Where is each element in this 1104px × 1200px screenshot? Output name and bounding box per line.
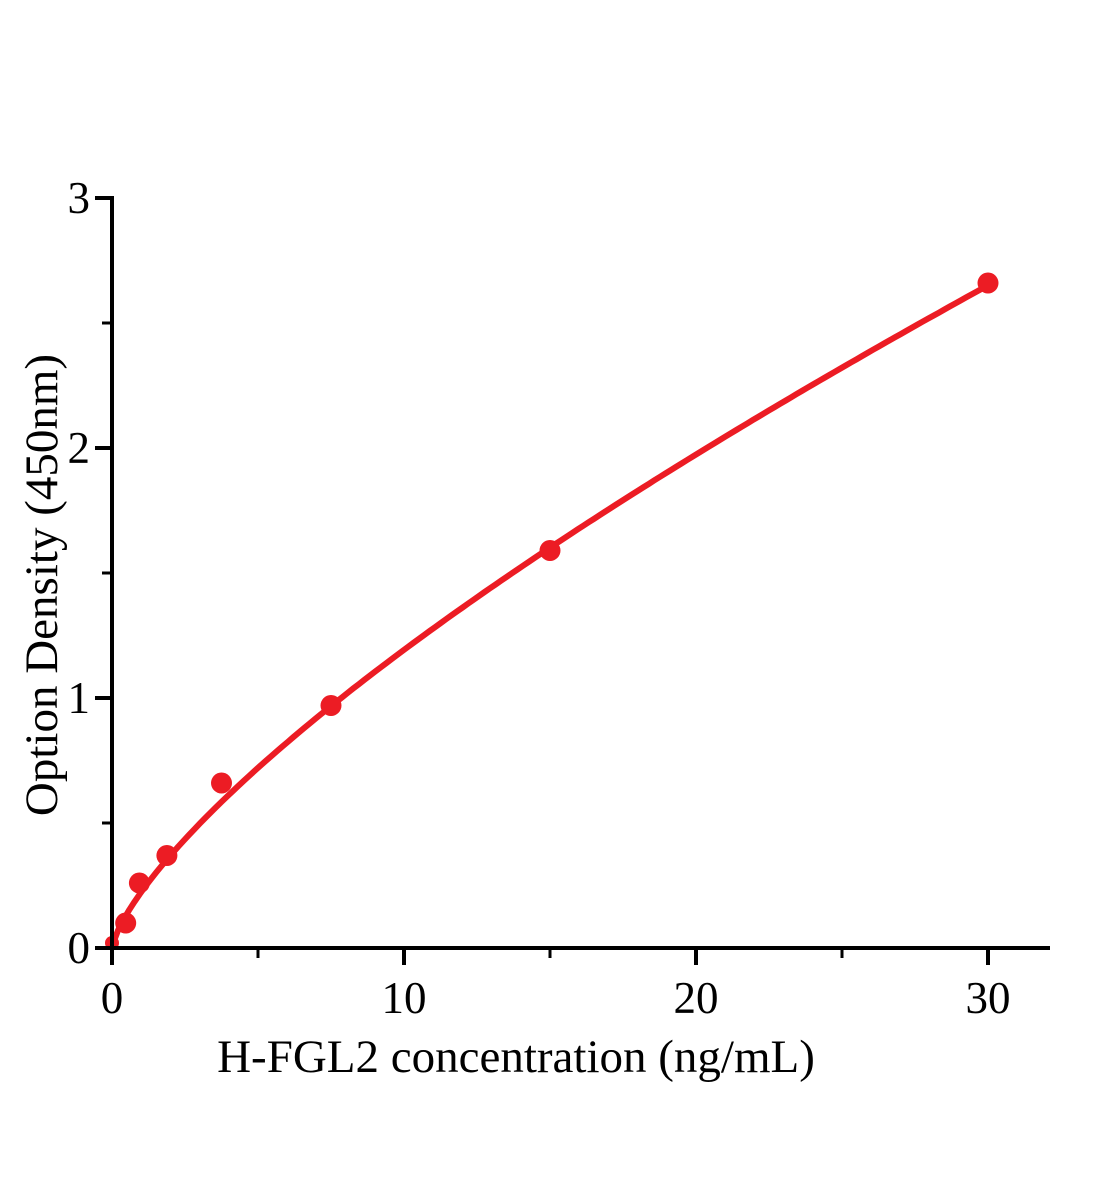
- y-axis-tick-labels: 0 1 2 3: [68, 173, 91, 973]
- data-point: [156, 845, 178, 866]
- data-point: [128, 872, 150, 894]
- y-axis-title: Option Density (450nm): [16, 354, 68, 816]
- data-point: [977, 272, 999, 294]
- y-tick-label: 3: [68, 173, 91, 223]
- y-tick-label: 2: [68, 423, 91, 473]
- x-tick-label: 0: [101, 973, 124, 1023]
- y-tick-label: 0: [68, 923, 91, 973]
- x-tick-label: 30: [966, 973, 1011, 1023]
- x-axis-tick-labels: 0 10 20 30: [101, 973, 1011, 1023]
- y-axis-ticks: [95, 196, 112, 950]
- data-point: [115, 912, 137, 934]
- data-point: [539, 540, 561, 561]
- y-tick-label: 1: [68, 673, 91, 723]
- x-axis-title: H-FGL2 concentration (ng/mL): [217, 1031, 815, 1083]
- x-tick-label: 20: [674, 973, 719, 1023]
- data-points: [105, 272, 999, 950]
- data-point: [211, 772, 232, 794]
- x-tick-label: 10: [382, 973, 427, 1023]
- data-point: [320, 695, 342, 716]
- fit-curve-line: [109, 282, 991, 948]
- x-axis-ticks: [110, 948, 990, 965]
